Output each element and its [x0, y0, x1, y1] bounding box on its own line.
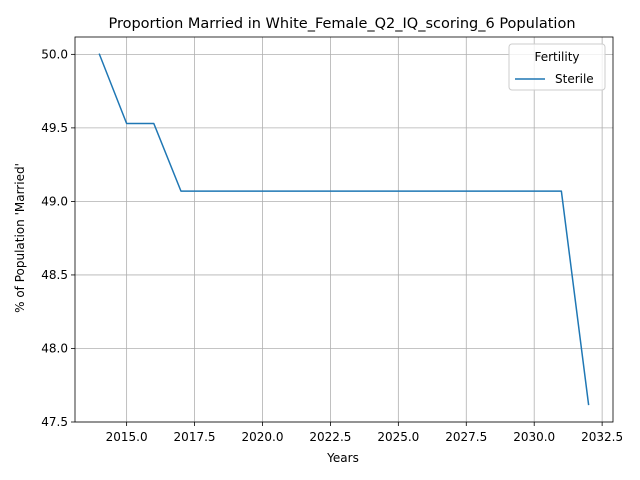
x-tick-label: 2022.5	[309, 430, 351, 444]
x-tick-label: 2017.5	[174, 430, 216, 444]
y-tick-label: 50.0	[41, 47, 68, 61]
legend: Fertility Sterile	[508, 43, 606, 91]
legend-title: Fertility	[534, 50, 579, 64]
y-axis-label: % of Population 'Married'	[13, 163, 27, 313]
x-tick-label: 2025.0	[377, 430, 419, 444]
series-line-sterile	[98, 53, 590, 406]
plot-frame	[74, 36, 614, 423]
legend-label-sterile: Sterile	[555, 72, 594, 86]
x-axis-label: Years	[326, 451, 359, 465]
x-tick-label: 2020.0	[241, 430, 283, 444]
chart-title: Proportion Married in White_Female_Q2_IQ…	[108, 16, 575, 32]
y-axis: 47.5 48.0 48.5 49.0 49.5 50.0	[41, 47, 75, 429]
x-tick-label: 2015.0	[106, 430, 148, 444]
y-tick-label: 47.5	[41, 415, 68, 429]
x-tick-label: 2032.5	[581, 430, 623, 444]
x-tick-label: 2030.0	[513, 430, 555, 444]
y-tick-label: 48.0	[41, 341, 68, 355]
y-tick-label: 48.5	[41, 268, 68, 282]
series-layer	[98, 53, 590, 406]
x-axis: 2015.0 2017.5 2020.0 2022.5 2025.0 2027.5 2030…	[106, 422, 623, 444]
y-tick-label: 49.5	[41, 121, 68, 135]
y-tick-label: 49.0	[41, 194, 68, 208]
x-tick-label: 2027.5	[445, 430, 487, 444]
